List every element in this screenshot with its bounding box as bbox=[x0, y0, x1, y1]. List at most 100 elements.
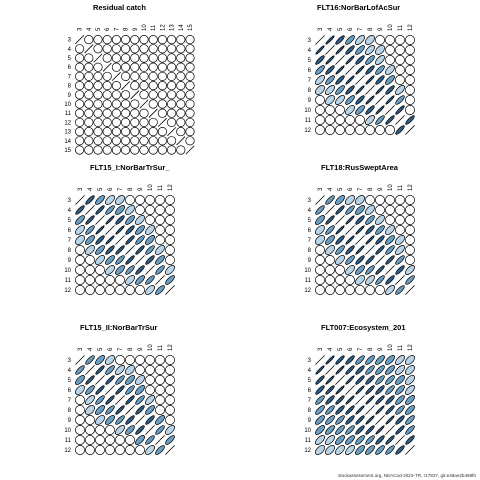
correlation-ellipse bbox=[365, 415, 375, 425]
correlation-ellipse bbox=[121, 136, 131, 146]
diagonal-mark bbox=[315, 355, 325, 365]
row-tick-label: 9 bbox=[308, 418, 312, 424]
correlation-ellipse bbox=[375, 365, 385, 375]
correlation-ellipse bbox=[115, 255, 125, 265]
correlation-ellipse bbox=[315, 105, 325, 115]
diagonal-mark bbox=[95, 375, 105, 385]
correlation-ellipse bbox=[335, 435, 345, 445]
correlation-ellipse bbox=[345, 105, 355, 115]
correlation-ellipse bbox=[345, 285, 355, 295]
correlation-ellipse bbox=[121, 71, 131, 81]
column-tick-label: 8 bbox=[368, 27, 374, 31]
correlation-ellipse bbox=[157, 90, 167, 100]
correlation-ellipse bbox=[365, 35, 375, 45]
correlation-ellipse bbox=[325, 285, 335, 295]
correlation-ellipse bbox=[165, 425, 175, 435]
column-tick-label: 10 bbox=[388, 24, 394, 31]
correlation-ellipse bbox=[355, 35, 365, 45]
correlation-ellipse bbox=[148, 81, 158, 91]
correlation-ellipse bbox=[84, 127, 94, 137]
correlation-ellipse bbox=[325, 225, 335, 235]
correlation-ellipse bbox=[155, 285, 165, 295]
correlation-ellipse bbox=[375, 385, 385, 395]
correlation-ellipse bbox=[105, 425, 115, 435]
correlation-ellipse bbox=[115, 425, 125, 435]
correlation-ellipse bbox=[325, 355, 335, 365]
correlation-ellipse bbox=[395, 415, 405, 425]
correlation-ellipse bbox=[395, 45, 405, 55]
correlation-ellipse bbox=[385, 395, 395, 405]
column-tick-label: 4 bbox=[88, 347, 94, 351]
diagonal-mark bbox=[145, 265, 155, 275]
correlation-ellipse bbox=[102, 81, 112, 91]
correlation-ellipse bbox=[125, 365, 135, 375]
correlation-ellipse bbox=[105, 255, 115, 265]
correlation-ellipse bbox=[385, 75, 395, 85]
correlation-ellipse bbox=[115, 275, 125, 285]
correlation-ellipse bbox=[315, 365, 325, 375]
correlation-ellipse bbox=[93, 127, 103, 137]
correlation-ellipse bbox=[167, 145, 177, 155]
diagonal-mark bbox=[365, 85, 375, 95]
correlation-ellipse bbox=[135, 225, 145, 235]
correlation-ellipse bbox=[335, 85, 345, 95]
correlation-ellipse bbox=[395, 425, 405, 435]
correlation-ellipse bbox=[121, 108, 131, 118]
correlation-ellipse bbox=[315, 395, 325, 405]
correlation-ellipse bbox=[325, 385, 335, 395]
correlation-ellipse bbox=[115, 215, 125, 225]
correlation-ellipse bbox=[315, 425, 325, 435]
correlation-ellipse bbox=[405, 245, 415, 255]
correlation-ellipse bbox=[385, 385, 395, 395]
correlation-ellipse bbox=[139, 71, 149, 81]
correlation-ellipse bbox=[111, 62, 121, 72]
correlation-ellipse bbox=[157, 53, 167, 63]
correlation-ellipse bbox=[185, 117, 195, 127]
diagonal-mark bbox=[365, 405, 375, 415]
correlation-ellipse bbox=[135, 395, 145, 405]
correlation-ellipse bbox=[155, 245, 165, 255]
correlation-ellipse bbox=[375, 275, 385, 285]
correlation-ellipse bbox=[125, 255, 135, 265]
diagonal-mark bbox=[315, 195, 325, 205]
correlation-ellipse bbox=[167, 99, 177, 109]
correlation-ellipse bbox=[325, 125, 335, 135]
column-tick-label: 8 bbox=[368, 347, 374, 351]
row-tick-label: 9 bbox=[308, 98, 312, 104]
diagonal-mark bbox=[335, 215, 345, 225]
correlation-ellipse bbox=[185, 71, 195, 81]
diagonal-mark bbox=[355, 395, 365, 405]
correlation-ellipse bbox=[155, 365, 165, 375]
diagonal-mark bbox=[135, 255, 145, 265]
correlation-ellipse bbox=[125, 195, 135, 205]
row-tick-label: 6 bbox=[68, 228, 72, 234]
correlation-ellipse bbox=[315, 225, 325, 235]
correlation-ellipse bbox=[157, 136, 167, 146]
column-tick-label: 3 bbox=[318, 187, 324, 191]
correlation-ellipse bbox=[85, 225, 95, 235]
diagonal-mark bbox=[111, 71, 121, 81]
column-tick-label: 11 bbox=[158, 344, 164, 351]
correlation-ellipse bbox=[345, 435, 355, 445]
correlation-ellipse bbox=[355, 265, 365, 275]
correlation-ellipse bbox=[345, 215, 355, 225]
correlation-ellipse bbox=[335, 205, 345, 215]
correlation-ellipse bbox=[84, 99, 94, 109]
correlation-ellipse bbox=[185, 90, 195, 100]
correlation-ellipse bbox=[325, 35, 335, 45]
correlation-ellipse bbox=[345, 55, 355, 65]
correlation-ellipse bbox=[185, 99, 195, 109]
row-tick-label: 3 bbox=[308, 358, 312, 364]
correlation-ellipse bbox=[405, 415, 415, 425]
diagonal-mark bbox=[165, 445, 175, 455]
column-tick-label: 6 bbox=[348, 27, 354, 31]
diagonal-mark bbox=[145, 425, 155, 435]
correlation-ellipse bbox=[167, 53, 177, 63]
correlation-ellipse bbox=[345, 205, 355, 215]
row-tick-label: 4 bbox=[308, 208, 312, 214]
correlation-ellipse bbox=[335, 45, 345, 55]
correlation-ellipse bbox=[148, 117, 158, 127]
correlation-ellipse bbox=[345, 125, 355, 135]
correlation-ellipse bbox=[335, 125, 345, 135]
correlation-ellipse bbox=[176, 90, 186, 100]
